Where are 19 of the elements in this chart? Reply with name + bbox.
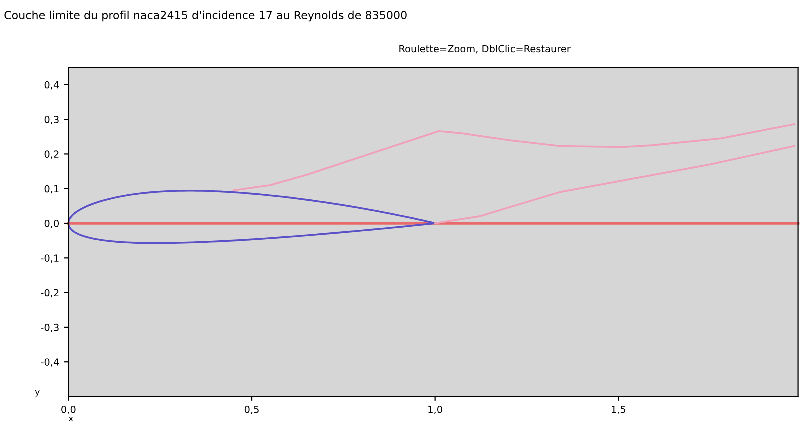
y-axis-title: y [35, 390, 40, 397]
y-tick-label: 0,1 [44, 185, 59, 194]
x-tick-label: 1,5 [612, 406, 626, 414]
y-tick-label: 0,2 [44, 150, 59, 160]
y-tick-label: 0,4 [44, 81, 60, 90]
y-tick-label: -0,3 [41, 324, 59, 332]
x-axis-title: x [68, 416, 74, 422]
chart-title: Couche limite du profil naca2415 d'incidence 17 au Reynolds de 835000 [4, 10, 407, 22]
x-tick-label: 0,5 [244, 406, 259, 414]
line-series [434, 145, 796, 224]
y-tick-label: 0,0 [44, 220, 60, 228]
y-tick-label: 0,3 [44, 116, 59, 124]
y-tick-label: -0,4 [41, 358, 60, 367]
text: Roulette=Zoom, DblClic=Restaurer [400, 45, 571, 54]
line-series [232, 124, 796, 192]
y-tick-label: -0,1 [41, 254, 59, 263]
x-tick-label: 0,0 [62, 406, 76, 414]
x-tick-label: 1,0 [428, 406, 442, 414]
y-tick-label: -0,2 [41, 289, 59, 298]
